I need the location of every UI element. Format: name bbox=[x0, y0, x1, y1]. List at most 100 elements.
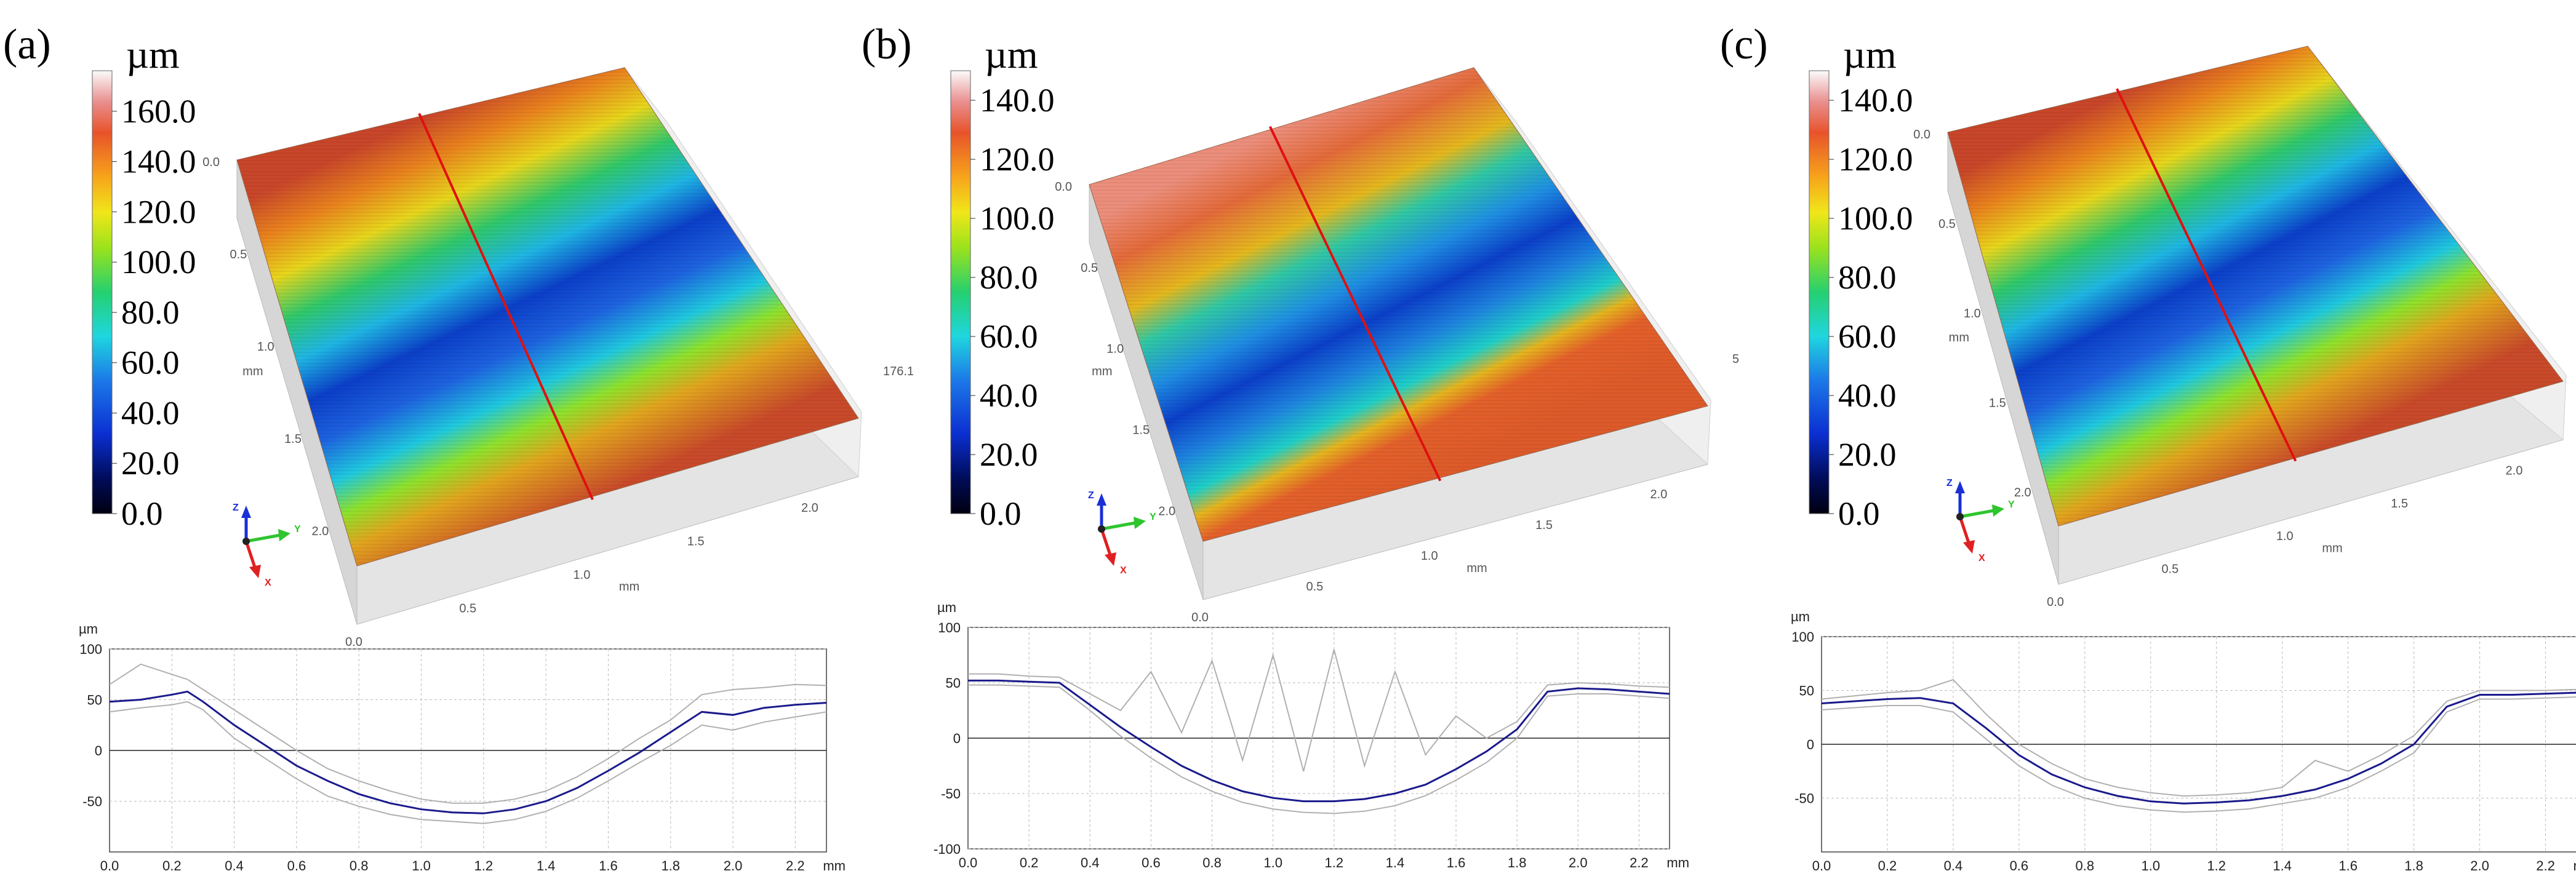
x-tick-label: 0.0 bbox=[100, 858, 119, 873]
surface-front-tick: 1.5 bbox=[2391, 497, 2408, 511]
y-tick-label: 0 bbox=[1807, 737, 1814, 752]
colorbar-tick-label: 160.0 bbox=[121, 93, 196, 130]
x-tick-label: 1.2 bbox=[474, 858, 494, 873]
y-tick-label: 0 bbox=[953, 731, 961, 746]
panel-label: (c) bbox=[1720, 21, 1768, 68]
profile-series-upper bbox=[1821, 678, 2576, 797]
y-tick-label: -100 bbox=[934, 841, 961, 857]
triad-y-label: Y bbox=[2008, 499, 2015, 510]
surface-left-unit: mm bbox=[1092, 365, 1112, 378]
colorbar-tick-label: 60.0 bbox=[1838, 318, 1897, 355]
surface-front-unit: mm bbox=[619, 580, 639, 594]
colorbar-tick-label: 120.0 bbox=[121, 193, 196, 230]
y-tick-label: 100 bbox=[1791, 629, 1814, 645]
x-axis-unit: mm bbox=[2574, 858, 2576, 873]
x-tick-label: 0.4 bbox=[1944, 858, 1963, 873]
profile-series-mean bbox=[1821, 691, 2576, 805]
colorbar-tick-label: 20.0 bbox=[121, 445, 180, 482]
colorbar-unit: µm bbox=[126, 33, 180, 76]
surface-left-tick: 1.0 bbox=[257, 340, 274, 354]
colorbar-tick-label: 140.0 bbox=[121, 143, 196, 180]
profile-series-upper bbox=[109, 663, 827, 804]
y-tick-label: -50 bbox=[82, 794, 102, 809]
surface-left-tick: 0.0 bbox=[202, 156, 220, 169]
triad-z-label: Z bbox=[1088, 490, 1094, 501]
x-tick-label: 1.0 bbox=[2141, 858, 2160, 873]
profile-series-upper bbox=[968, 649, 1670, 772]
surface-front-tick: 0.5 bbox=[1306, 580, 1323, 594]
profile-chart: 0.0 0.2 0.4 0.6 0.8 1.0 1.2 1.4 1.6 1.8 2.0 2.2 mm 10… bbox=[934, 600, 1689, 870]
surface-striations bbox=[1948, 46, 2563, 526]
y-tick-label: -50 bbox=[1794, 791, 1814, 806]
y-tick-label: 0 bbox=[95, 743, 102, 758]
colorbar-tick-label: 40.0 bbox=[1838, 377, 1897, 414]
surface-front-tick: 0.5 bbox=[459, 602, 476, 615]
triad-y-label: Y bbox=[1150, 512, 1156, 522]
surface-front-tick: 1.5 bbox=[1535, 519, 1553, 532]
surface-top bbox=[236, 67, 859, 567]
x-tick-label: 0.6 bbox=[2010, 858, 2029, 873]
colorbar bbox=[950, 70, 971, 514]
colorbar-tick-label: 80.0 bbox=[1838, 259, 1897, 296]
y-tick-label: -50 bbox=[941, 786, 961, 802]
x-tick-label: 1.0 bbox=[412, 858, 431, 873]
colorbar-tick-label: 100.0 bbox=[980, 200, 1055, 237]
panel-c: (c) µm0.020.040.060.080.0100.0120.0140.00… bbox=[1720, 21, 2576, 873]
profile-series-lower bbox=[968, 684, 1670, 814]
colorbar-unit: µm bbox=[1843, 33, 1897, 76]
x-tick-label: 1.2 bbox=[2207, 858, 2226, 873]
surface-front-tick: 1.0 bbox=[1421, 549, 1438, 563]
colorbar-tick-label: 0.0 bbox=[1838, 495, 1880, 532]
x-tick-label: 2.0 bbox=[2470, 858, 2489, 873]
surface-front-unit: mm bbox=[2322, 542, 2342, 555]
panel-a: (a) µm 0.0 20.0 40.0 60.0 80.0 100.0 120.0 140.0 1… bbox=[3, 21, 914, 873]
surface-left-unit: mm bbox=[242, 365, 263, 378]
colorbar-tick-label: 100.0 bbox=[1838, 200, 1913, 237]
surface-front-tick: 1.5 bbox=[687, 535, 705, 548]
surface-front-tick: 0.5 bbox=[2161, 563, 2178, 576]
profile-chart: 0.0 0.2 0.4 0.6 0.8 1.0 1.2 1.4 1.6 1.8 2.0 2.2 mm 10… bbox=[1791, 609, 2576, 873]
colorbar bbox=[92, 70, 113, 514]
colorbar-tick-label: 20.0 bbox=[1838, 436, 1897, 473]
y-axis-unit: µm bbox=[1791, 609, 1810, 624]
x-tick-label: 1.8 bbox=[2404, 858, 2423, 873]
surface-top bbox=[1089, 67, 1708, 542]
colorbar-tick-label: 40.0 bbox=[121, 394, 180, 431]
x-tick-label: 0.2 bbox=[1878, 858, 1897, 873]
surface-left-tick: 1.5 bbox=[1132, 423, 1150, 437]
coordinate-triad-icon: Z Y X bbox=[1946, 478, 2015, 563]
x-axis-unit: mm bbox=[823, 858, 846, 873]
colorbar-tick-label: 120.0 bbox=[980, 141, 1055, 178]
surface-left-tick: 1.5 bbox=[284, 432, 302, 446]
profile-series-lower bbox=[109, 701, 827, 824]
x-tick-label: 1.6 bbox=[2338, 858, 2358, 873]
triad-x-label: X bbox=[1978, 553, 1985, 563]
y-tick-label: 50 bbox=[87, 693, 102, 708]
surface-left-tick: 0.0 bbox=[1913, 128, 1930, 141]
x-tick-label: 1.4 bbox=[1386, 855, 1405, 870]
coordinate-triad-icon: Z Y X bbox=[233, 503, 301, 588]
x-tick-label: 0.4 bbox=[225, 858, 244, 873]
surface-front-tick: 0.0 bbox=[1191, 611, 1209, 624]
colorbar-unit: µm bbox=[985, 33, 1038, 76]
surface-front-unit: mm bbox=[1466, 562, 1487, 575]
colorbar-tick-label: 0.0 bbox=[121, 495, 163, 532]
surface-front-tick: 2.0 bbox=[801, 501, 818, 515]
surface-left-unit: mm bbox=[1949, 331, 1969, 344]
triad-y-label: Y bbox=[294, 524, 301, 535]
triad-z-label: Z bbox=[1946, 478, 1953, 488]
x-tick-label: 1.4 bbox=[2273, 858, 2292, 873]
x-tick-label: 2.2 bbox=[1630, 855, 1649, 870]
triad-x-label: X bbox=[1120, 565, 1127, 576]
profile-section-line bbox=[1268, 125, 1442, 482]
x-tick-label: 1.8 bbox=[661, 858, 680, 873]
colorbar-tick-label: 40.0 bbox=[980, 377, 1038, 414]
x-tick-label: 1.0 bbox=[1263, 855, 1282, 870]
profile-series-mean bbox=[968, 679, 1670, 803]
colorbar-tick-label: 60.0 bbox=[980, 318, 1038, 355]
colorbar-tick-label: 80.0 bbox=[980, 259, 1038, 296]
x-tick-label: 1.8 bbox=[1508, 855, 1527, 870]
x-tick-label: 1.4 bbox=[537, 858, 556, 873]
surface-front-tick: 2.0 bbox=[2506, 464, 2523, 477]
